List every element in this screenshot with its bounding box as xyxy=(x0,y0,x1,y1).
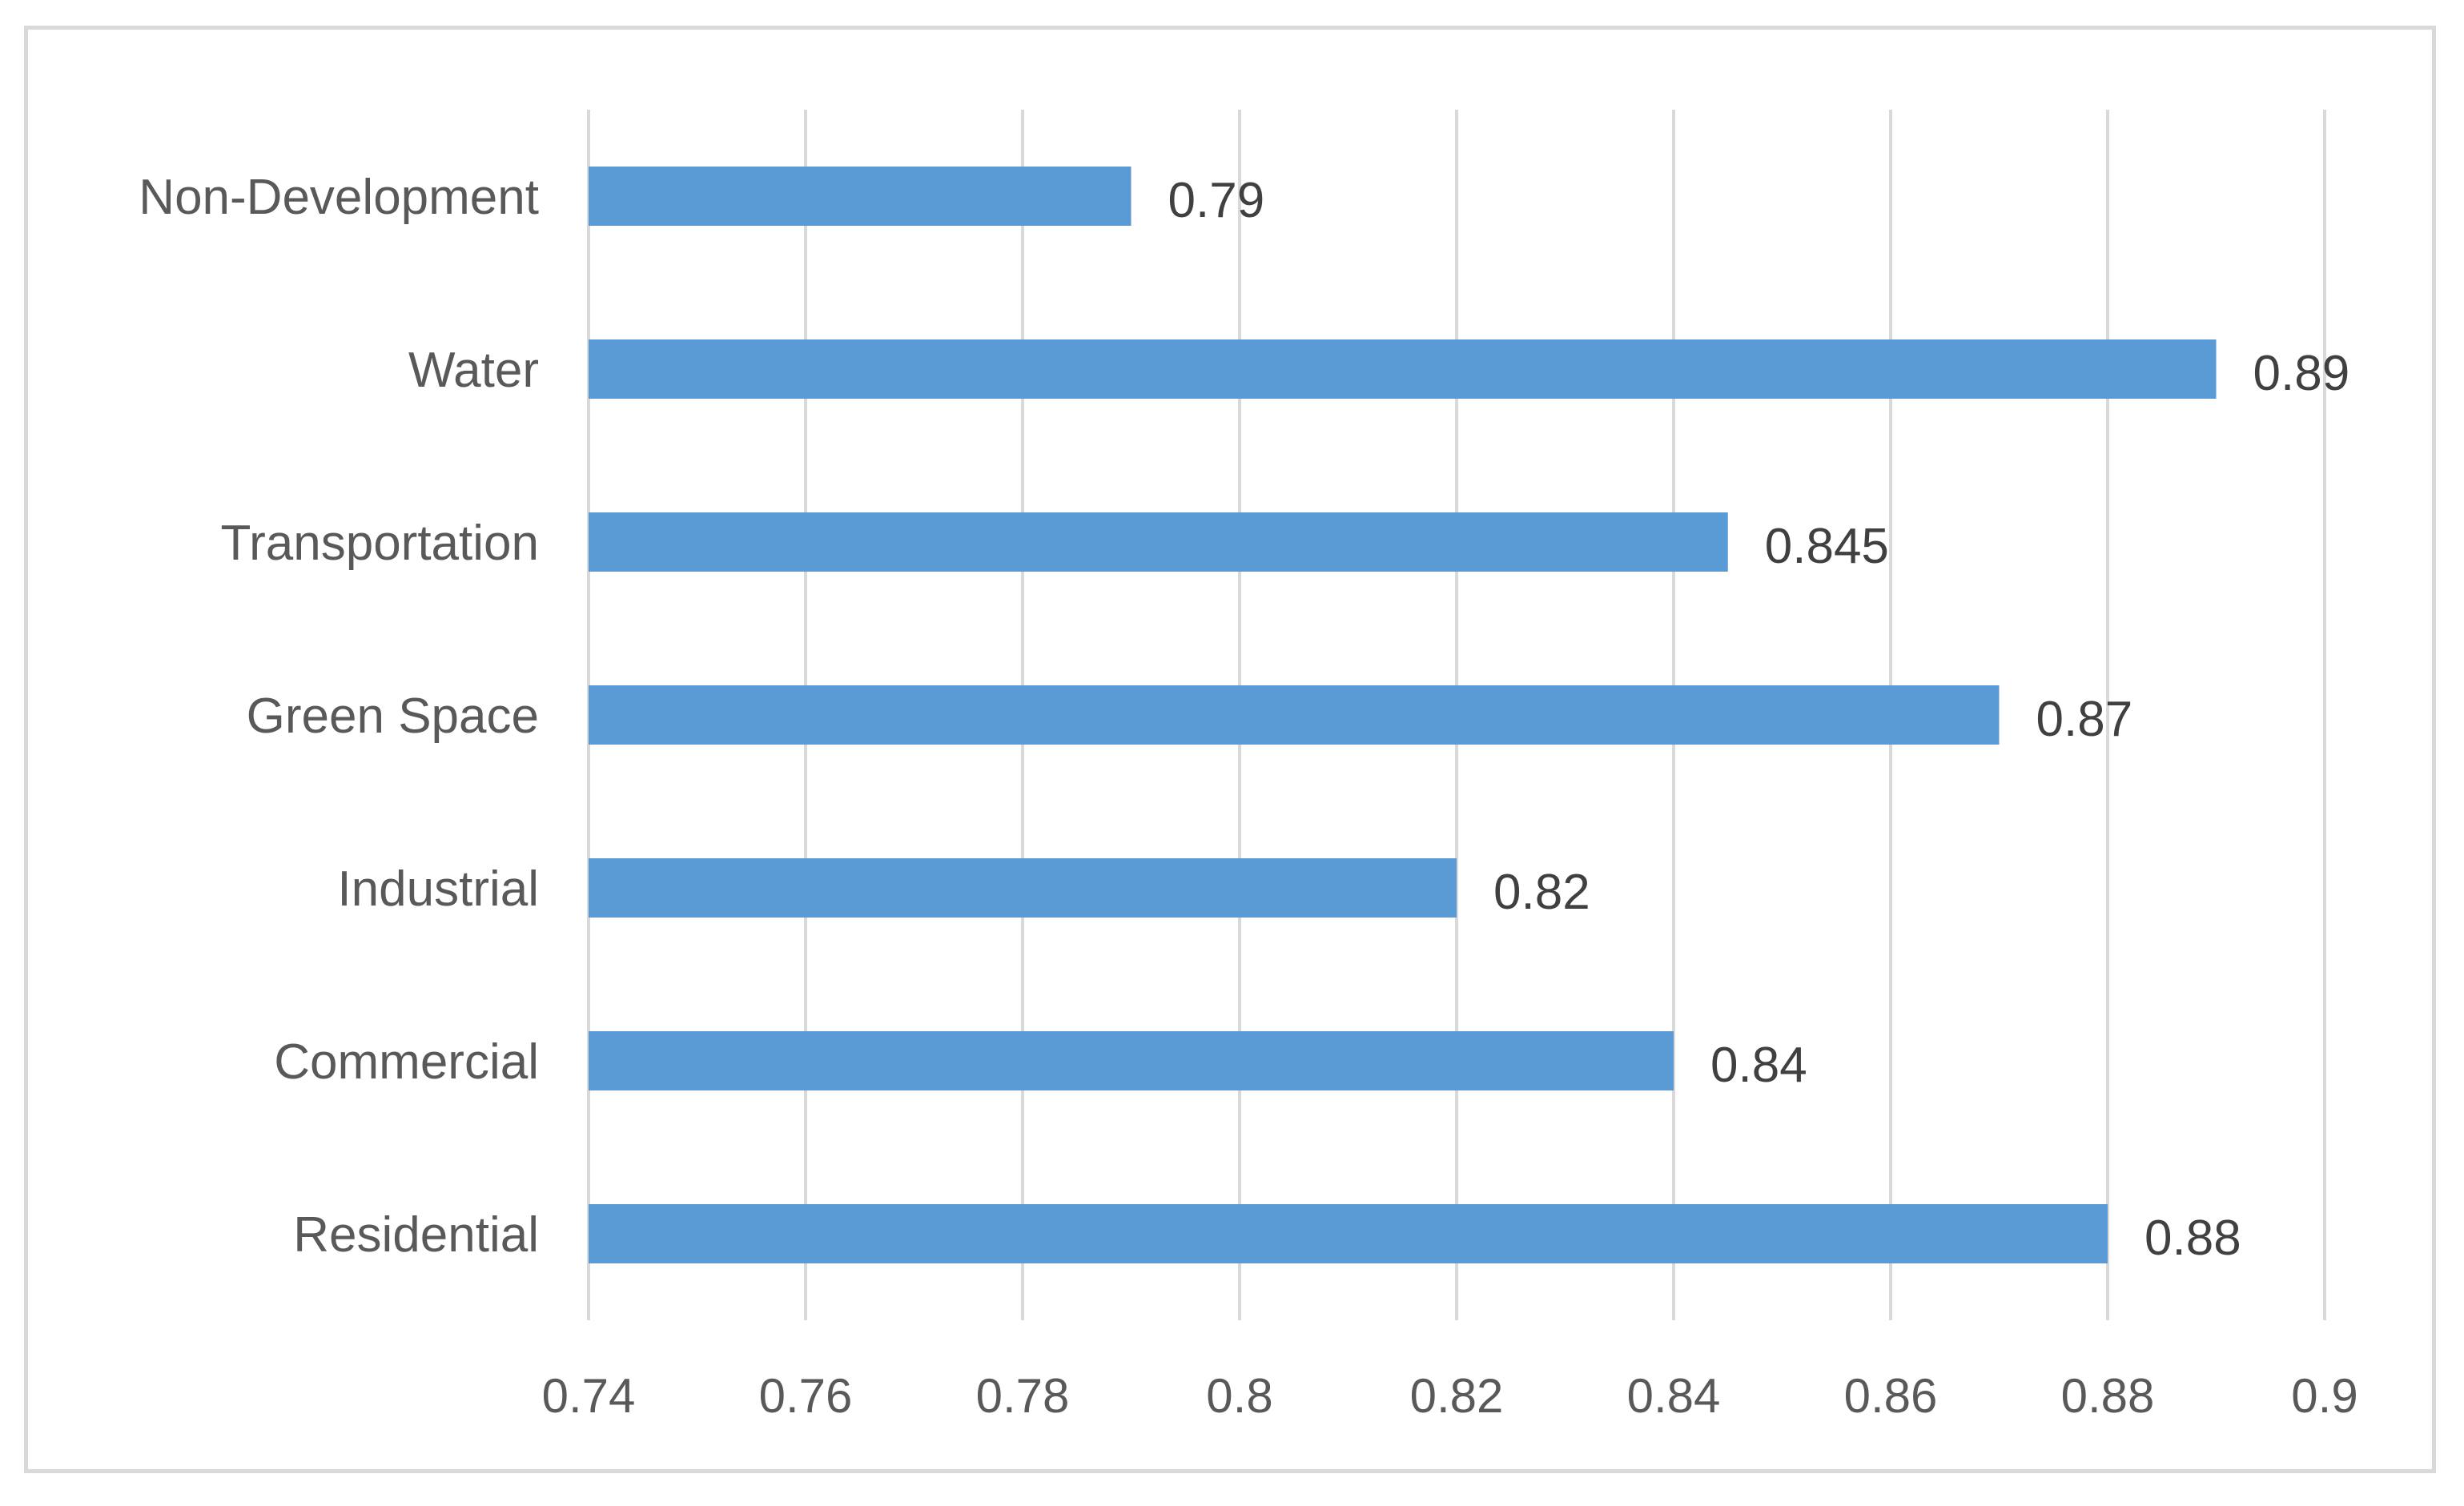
bar-chart: Non-Development Water Transportation Green … xyxy=(139,110,2358,1423)
bars xyxy=(589,167,2217,1263)
data-label: 0.845 xyxy=(1765,519,1889,574)
data-label: 0.87 xyxy=(2036,692,2133,747)
category-label: Water xyxy=(408,343,539,398)
category-label: Non-Development xyxy=(139,170,539,225)
category-label: Residential xyxy=(293,1207,539,1263)
x-tick-label: 0.86 xyxy=(1844,1369,1938,1423)
x-tick-label: 0.74 xyxy=(542,1369,636,1423)
data-label: 0.88 xyxy=(2144,1211,2241,1266)
bar xyxy=(589,1031,1674,1090)
bar xyxy=(589,685,2000,745)
x-tick-label: 0.8 xyxy=(1206,1369,1272,1423)
data-label: 0.79 xyxy=(1168,173,1265,228)
chart-frame: Non-Development Water Transportation Green … xyxy=(24,26,2436,1473)
bar xyxy=(589,167,1132,226)
data-label: 0.82 xyxy=(1493,865,1590,920)
bar xyxy=(589,512,1728,572)
data-label: 0.84 xyxy=(1710,1038,1807,1093)
x-tick-label: 0.76 xyxy=(759,1369,853,1423)
category-label: Green Space xyxy=(247,689,539,744)
x-tick-label: 0.82 xyxy=(1410,1369,1504,1423)
category-label: Transportation xyxy=(221,516,539,571)
category-labels: Non-Development Water Transportation Green … xyxy=(139,170,539,1263)
category-label: Industrial xyxy=(337,861,539,917)
category-label: Commercial xyxy=(274,1034,539,1090)
data-labels: 0.79 0.89 0.845 0.87 0.82 0.84 0.88 xyxy=(1168,173,2350,1266)
bar xyxy=(589,1204,2108,1263)
bar xyxy=(589,339,2217,399)
x-tick-labels: 0.74 0.76 0.78 0.8 0.82 0.84 0.86 0.88 0.9 xyxy=(542,1369,2358,1423)
data-label: 0.89 xyxy=(2253,346,2350,401)
x-tick-label: 0.78 xyxy=(976,1369,1070,1423)
x-tick-label: 0.88 xyxy=(2061,1369,2155,1423)
x-tick-label: 0.84 xyxy=(1627,1369,1721,1423)
x-tick-label: 0.9 xyxy=(2291,1369,2357,1423)
bar xyxy=(589,858,1457,918)
